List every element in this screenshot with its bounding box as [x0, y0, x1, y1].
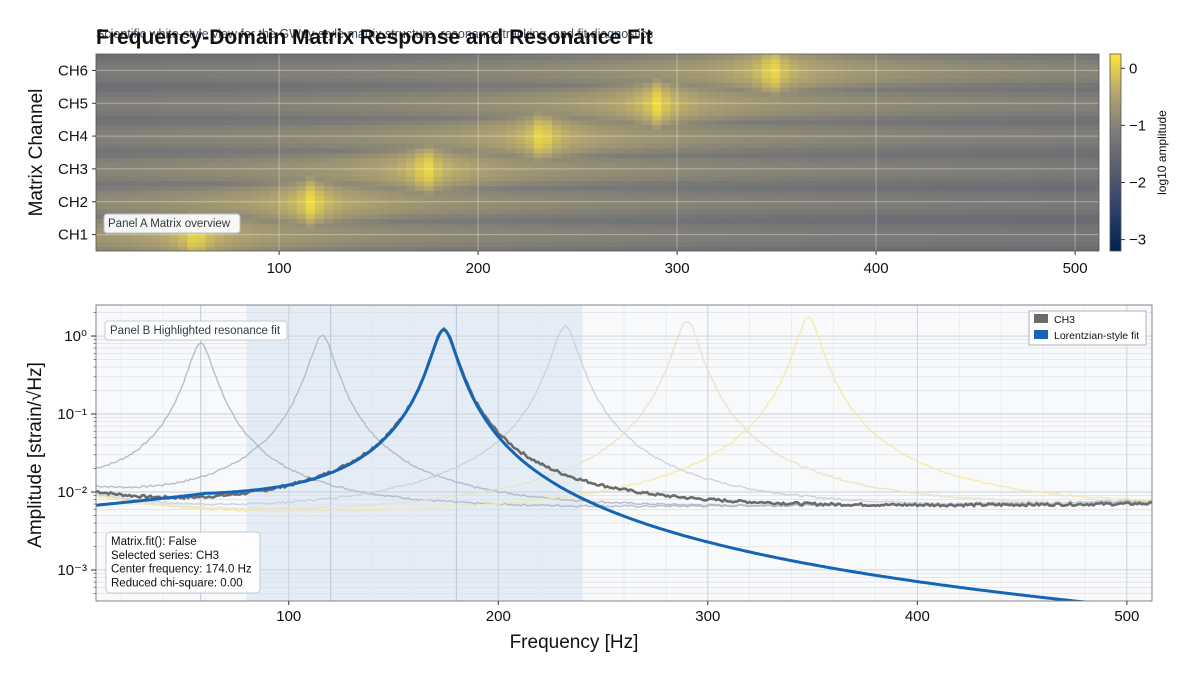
heatmap-x-tick-label: 400 [864, 260, 889, 277]
legend-label: Lorentzian-style fit [1054, 330, 1139, 342]
series-line-ch5 [96, 321, 1152, 511]
y-tick-label: 10⁻³ [57, 562, 87, 579]
y-axis-label: Amplitude [strain/√Hz] [25, 362, 46, 548]
panel-a-label-box [103, 213, 241, 234]
annotation-line: Matrix.fit(): False [111, 536, 197, 548]
x-tick-label: 500 [1114, 608, 1139, 625]
legend-swatch [1034, 314, 1048, 323]
legend-label: CH3 [1054, 314, 1075, 326]
colorbar-tick-label: −1 [1129, 117, 1146, 134]
colorbar-tick-label: −2 [1129, 174, 1146, 191]
panel-b-label-box [104, 320, 288, 341]
heatmap-y-tick-label: CH4 [58, 128, 88, 145]
series-line-ch6 [96, 316, 1152, 513]
x-tick-label: 300 [695, 608, 720, 625]
legend-box [1028, 310, 1147, 346]
x-tick-label: 200 [486, 608, 511, 625]
legend-swatch [1034, 330, 1048, 339]
annotation-line: Center frequency: 174.0 Hz [111, 564, 252, 576]
panel-b-label: Panel B Highlighted resonance fit [110, 325, 281, 337]
figure-subtitle: Scientific white-style view for the GWpy… [96, 27, 654, 41]
x-tick-label: 100 [276, 608, 301, 625]
heatmap-y-tick-label: CH6 [58, 62, 88, 79]
y-tick-label: 10⁰ [64, 328, 87, 345]
figure-title: Frequency-Domain Matrix Response and Res… [96, 26, 653, 49]
colorbar-tick-label: −3 [1129, 232, 1146, 249]
heatmap-x-tick-label: 300 [665, 260, 690, 277]
series-line-selected [96, 326, 1152, 508]
annotation-line: Reduced chi-square: 0.00 [111, 577, 243, 589]
y-tick-label: 10⁻² [57, 484, 87, 501]
heatmap-x-tick-label: 500 [1063, 260, 1088, 277]
fit-line [96, 328, 1090, 601]
colorbar-label: log10 amplitude [1155, 110, 1169, 195]
annotation-box [105, 531, 261, 594]
colorbar-tick-label: 0 [1129, 60, 1137, 77]
annotation-line: Selected series: CH3 [111, 550, 219, 562]
colorbar [1109, 53, 1122, 252]
plot-lines [96, 316, 1152, 601]
heatmap-y-axis-label: Matrix Channel [26, 89, 47, 217]
heatmap-x-tick-label: 100 [267, 260, 292, 277]
heatmap-y-tick-label: CH1 [58, 227, 88, 244]
heatmap-y-tick-label: CH2 [58, 194, 88, 211]
heatmap-x-tick-label: 200 [466, 260, 491, 277]
heatmap-y-tick-label: CH5 [58, 95, 88, 112]
plot-frame [95, 304, 1153, 602]
heatmap-cells [96, 54, 1099, 251]
y-tick-label: 10⁻¹ [57, 406, 87, 423]
x-axis-label: Frequency [Hz] [510, 632, 639, 653]
panel-a-label: Panel A Matrix overview [108, 218, 231, 230]
heatmap-y-tick-label: CH3 [58, 161, 88, 178]
heatmap-frame [95, 53, 1100, 252]
x-tick-label: 400 [905, 608, 930, 625]
